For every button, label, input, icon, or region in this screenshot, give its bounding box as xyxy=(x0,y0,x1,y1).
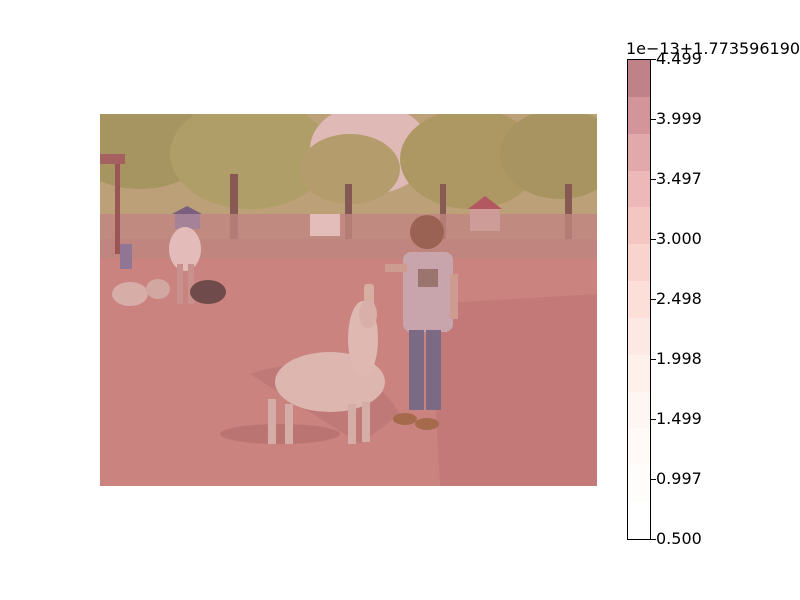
colorbar-band xyxy=(628,60,650,97)
colorbar-band xyxy=(628,354,650,392)
colorbar-tick xyxy=(651,359,656,360)
colorbar-tick-label: 3.497 xyxy=(656,169,702,188)
colorbar-band xyxy=(628,244,650,282)
colorbar-band xyxy=(628,465,650,503)
photo-canvas xyxy=(100,114,597,486)
colorbar-tick xyxy=(651,539,656,540)
colorbar-tick xyxy=(651,479,656,480)
colorbar-tick xyxy=(651,179,656,180)
colorbar-band xyxy=(628,96,650,134)
colorbar-tick xyxy=(651,419,656,420)
colorbar-tick-label: 2.498 xyxy=(656,289,702,308)
colorbar-tick-label: 3.000 xyxy=(656,229,702,248)
colorbar-band xyxy=(628,170,650,208)
colorbar xyxy=(627,59,651,540)
colorbar-tick-label: 0.500 xyxy=(656,529,702,548)
colorbar-tick-label: 3.999 xyxy=(656,109,702,128)
colorbar-band xyxy=(628,317,650,355)
colorbar-tick xyxy=(651,239,656,240)
colorbar-band xyxy=(628,281,650,319)
colorbar-tick xyxy=(651,299,656,300)
colorbar-band xyxy=(628,133,650,171)
colorbar-tick-label: 0.997 xyxy=(656,469,702,488)
colorbar-tick-label: 1.499 xyxy=(656,409,702,428)
colorbar-tick-label: 1.998 xyxy=(656,349,702,368)
photo xyxy=(100,114,597,486)
colorbar-band xyxy=(628,207,650,245)
colorbar-band xyxy=(628,428,650,466)
colorbar-band xyxy=(628,502,650,540)
colorbar-tick xyxy=(651,59,656,60)
colorbar-band xyxy=(628,391,650,429)
colorbar-offset-label: 1e−13+1.773596190 xyxy=(626,39,800,58)
colorbar-tick-label: 4.499 xyxy=(656,49,702,68)
colorbar-tick xyxy=(651,119,656,120)
